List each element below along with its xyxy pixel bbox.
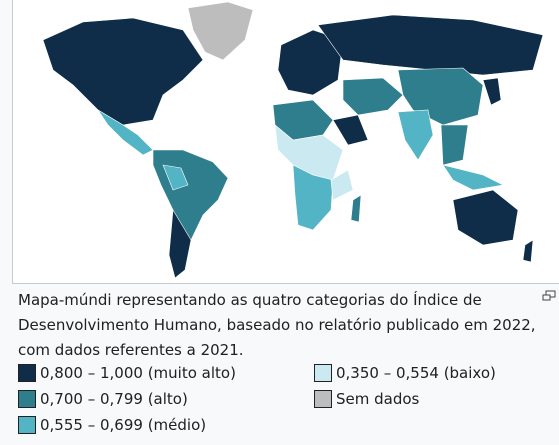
- legend-swatch: [18, 416, 36, 434]
- country-region: [317, 14, 544, 76]
- legend: 0,800 – 1,000 (muito alto) 0,700 – 0,799 …: [18, 360, 534, 438]
- legend-swatch: [18, 390, 36, 408]
- country-region: [162, 164, 189, 191]
- legend-item: Sem dados: [314, 386, 534, 412]
- legend-swatch: [314, 390, 332, 408]
- legend-item: 0,350 – 0,554 (baixo): [314, 360, 534, 386]
- legend-swatch: [18, 364, 36, 382]
- country-region: [292, 164, 334, 231]
- world-map: [12, 0, 559, 284]
- country-region: [187, 1, 254, 61]
- country-region: [452, 189, 519, 246]
- country-region: [42, 17, 204, 126]
- country-region: [342, 77, 404, 116]
- legend-item: 0,700 – 0,799 (alto): [18, 386, 314, 412]
- country-region: [168, 209, 192, 279]
- legend-item: 0,800 – 1,000 (muito alto): [18, 360, 314, 386]
- country-region: [97, 109, 154, 156]
- country-region: [442, 164, 504, 191]
- legend-swatch: [314, 364, 332, 382]
- country-region: [397, 109, 434, 161]
- country-region: [152, 149, 229, 241]
- country-region: [332, 114, 369, 146]
- legend-label: 0,700 – 0,799 (alto): [40, 390, 188, 408]
- caption: Mapa-múndi representando as quatro categ…: [18, 291, 536, 359]
- country-region: [482, 77, 502, 106]
- legend-item: 0,555 – 0,699 (médio): [18, 412, 314, 438]
- country-region: [277, 29, 344, 96]
- country-region: [522, 239, 534, 263]
- country-region: [330, 169, 354, 201]
- legend-label: Sem dados: [336, 390, 420, 408]
- country-region: [440, 124, 469, 166]
- legend-label: 0,350 – 0,554 (baixo): [336, 364, 496, 382]
- legend-label: 0,555 – 0,699 (médio): [40, 416, 207, 434]
- enlarge-icon[interactable]: [542, 290, 556, 302]
- country-region: [350, 194, 362, 223]
- legend-label: 0,800 – 1,000 (muito alto): [40, 364, 236, 382]
